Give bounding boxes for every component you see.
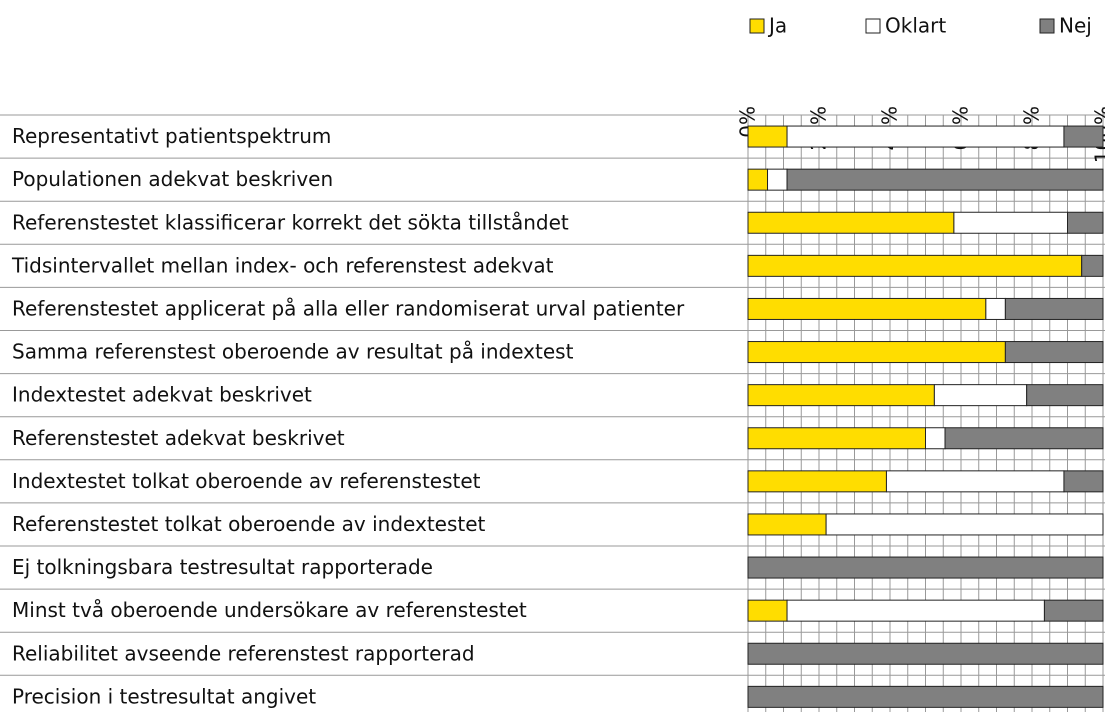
bar-segment [933,384,1028,407]
bar-segment [747,556,1104,579]
bar-segment [1063,125,1104,148]
category-label: Reliabilitet avseende referenstest rappo… [12,641,475,665]
bar-segment [747,211,955,234]
category-label: Referenstestet klassificerar korrekt det… [12,210,569,234]
bar-segment [747,168,769,191]
category-label: Ej tolkningsbara testresultat rapportera… [12,555,433,579]
bar-segment [786,599,1045,622]
bar-segment [767,168,788,191]
bar-segment [1063,470,1104,493]
bar-segment [747,384,935,407]
legend-swatch [1039,18,1055,34]
bar-segment [1067,211,1104,234]
bar-segment [747,470,887,493]
bar-segment [747,254,1083,277]
category-label: Precision i testresultat angivet [12,684,316,708]
bar-segment [747,297,987,320]
legend-label: Ja [767,14,787,38]
bar-segment [1026,384,1104,407]
bar-segment [885,470,1065,493]
legend-swatch [865,18,881,34]
bar-segment [1004,297,1104,320]
bar-segment [747,642,1104,665]
bar-segment [1004,341,1104,364]
bar-segment [786,168,1104,191]
bar-segment [747,513,827,536]
bar-segment [786,125,1065,148]
bar-segment [747,427,926,450]
bar-segment [825,513,1104,536]
category-label: Populationen adekvat beskriven [12,167,333,191]
category-label: Indextestet tolkat oberoende av referens… [12,469,481,493]
bar-segment [985,297,1006,320]
category-label: Referenstestet applicerat på alla eller … [12,296,685,320]
legend-label: Oklart [885,14,946,38]
bar-segment [747,125,788,148]
bar-segment [925,427,946,450]
bar-segment [747,341,1006,364]
bar-segment [953,211,1069,234]
bar-segment [747,599,788,622]
bar-segment [1081,254,1104,277]
category-label: Representativt patientspektrum [12,124,331,148]
bar-segment [1043,599,1104,622]
category-label: Indextestet adekvat beskrivet [12,383,312,407]
category-label: Referenstestet tolkat oberoende av index… [12,512,486,536]
legend-label: Nej [1059,14,1092,38]
category-label: Referenstestet adekvat beskrivet [12,426,345,450]
legend-swatch [749,18,765,34]
bar-segment [747,685,1104,708]
category-label: Samma referenstest oberoende av resultat… [12,340,574,364]
category-label: Minst två oberoende undersökare av refer… [12,598,527,622]
category-label: Tidsintervallet mellan index- och refere… [11,253,554,277]
bar-segment [944,427,1104,450]
